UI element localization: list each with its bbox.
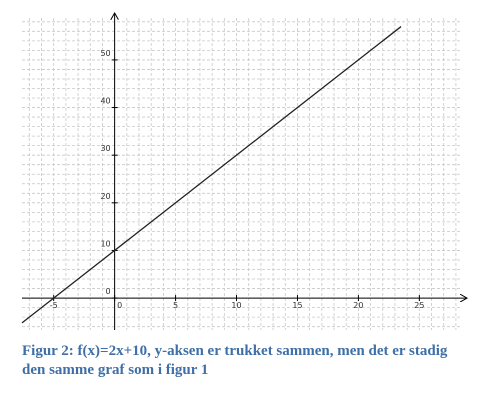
x-tick-label: 0: [117, 301, 122, 310]
line: [21, 26, 402, 324]
y-tick-label: 50: [100, 49, 110, 58]
y-tick-label: 30: [100, 144, 110, 153]
caption: Figur 2: f(x)=2x+10, y-aksen er trukket …: [22, 343, 448, 378]
x-tick-label: 15: [292, 301, 302, 310]
y-tick-label: 0: [106, 287, 111, 296]
x-tick-label: 10: [231, 301, 241, 310]
y-tick-label: 40: [100, 97, 110, 106]
chart: -5 0 5 10 15 20 25 0 10 20 30 40 50: [21, 0, 482, 330]
y-tick-label: 10: [100, 239, 110, 248]
x-tick-label: -5: [50, 301, 58, 310]
x-tick-label: 20: [353, 301, 363, 310]
x-tick-label: 25: [414, 301, 424, 310]
y-tick-label: 20: [100, 192, 110, 201]
x-tick-label: 5: [173, 301, 178, 310]
